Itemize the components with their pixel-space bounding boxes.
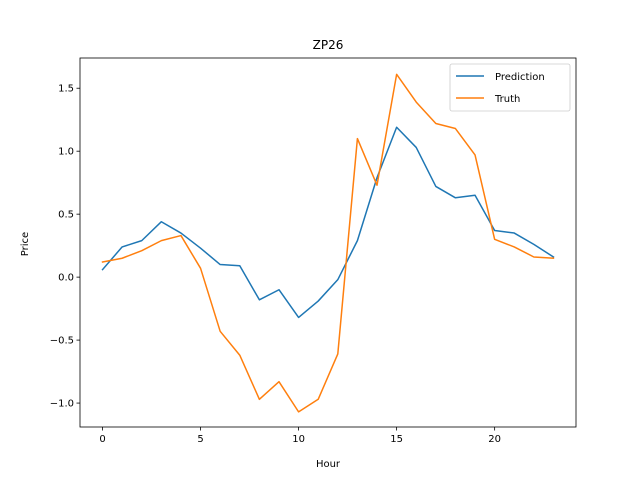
legend-label-prediction: Prediction	[495, 72, 545, 83]
y-tick-label: 1.5	[58, 84, 74, 95]
y-tick-label: −1.0	[50, 399, 74, 410]
x-tick-label: 20	[488, 434, 501, 445]
plot-area: 0 5 10 15 20 −1.0 −0.5 0.0 0.5 1.0 1.5	[50, 57, 577, 445]
x-tick-label: 0	[99, 434, 105, 445]
y-tick-label: −0.5	[50, 336, 74, 347]
y-axis-label: Price	[20, 232, 31, 256]
x-axis-label: Hour	[316, 459, 341, 470]
legend: Prediction Truth	[449, 63, 571, 112]
x-tick-label: 15	[390, 434, 403, 445]
y-tick-label: 0.5	[58, 210, 74, 221]
chart-title: ZP26	[313, 38, 344, 52]
y-tick-label: 1.0	[58, 147, 74, 158]
legend-label-truth: Truth	[494, 94, 520, 105]
y-tick-label: 0.0	[58, 273, 74, 284]
x-tick-label: 5	[197, 434, 203, 445]
x-tick-label: 10	[292, 434, 305, 445]
axes-frame	[79, 57, 577, 428]
series-line-prediction	[101, 126, 555, 319]
series-line-truth	[101, 73, 555, 413]
